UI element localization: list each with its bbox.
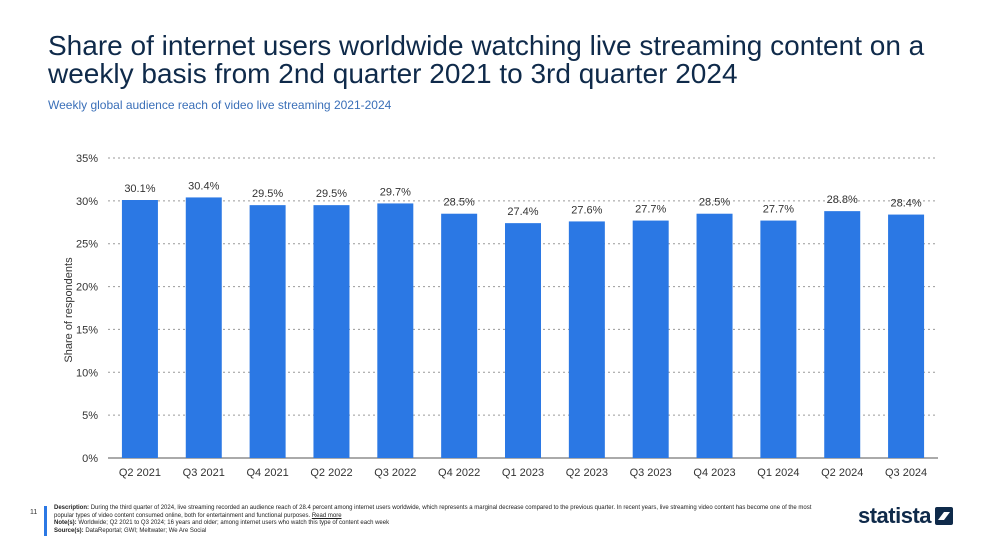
x-tick-label: Q2 2021 (119, 467, 161, 479)
y-tick-label: 0% (82, 453, 98, 465)
bar-chart: 0% 5% 10% 15% 20% 25% 30% 35% 30.1% 30.4% 29.5% 29… (63, 153, 938, 479)
bar[interactable] (313, 205, 350, 458)
bar[interactable] (441, 213, 478, 458)
value-label: 27.6% (571, 204, 602, 216)
value-label: 27.7% (763, 204, 794, 216)
y-tick-label: 25% (76, 239, 98, 251)
bar[interactable] (632, 220, 669, 458)
bar[interactable] (824, 211, 861, 458)
bar[interactable] (121, 200, 158, 458)
x-tick-label: Q4 2021 (247, 467, 289, 479)
value-label: 30.1% (124, 183, 155, 195)
y-tick-label: 10% (76, 367, 98, 379)
x-axis-tick-labels: Q2 2021 Q3 2021 Q4 2021 Q2 2022 Q3 2022 Q4 20… (119, 467, 927, 479)
value-label: 30.4% (188, 180, 219, 192)
value-label: 28.5% (699, 197, 730, 209)
value-label: 29.5% (316, 188, 347, 200)
notes-text: Worldwide; Q2 2021 to Q3 2024; 16 years … (78, 520, 390, 526)
x-tick-label: Q2 2022 (310, 467, 352, 479)
logo-text: statista (858, 503, 932, 528)
bar[interactable] (249, 205, 286, 458)
y-axis-label: Share of respondents (63, 257, 75, 363)
value-label: 28.4% (890, 198, 921, 210)
footer-accent-bar (44, 506, 47, 536)
description-text: During the third quarter of 2024, live s… (54, 505, 812, 519)
x-tick-label: Q3 2021 (183, 467, 225, 479)
sources-label: Source(s): (54, 527, 84, 534)
read-more-link[interactable]: Read more (311, 512, 342, 519)
y-tick-label: 30% (76, 196, 98, 208)
value-label: 29.5% (252, 188, 283, 200)
description-line: Description: During the third quarter of… (54, 505, 824, 520)
x-tick-label: Q4 2022 (438, 467, 480, 479)
x-tick-label: Q2 2024 (821, 467, 863, 479)
x-tick-label: Q2 2023 (566, 467, 608, 479)
notes-label: Note(s): (54, 520, 77, 526)
x-tick-label: Q3 2024 (885, 467, 927, 479)
footer-notes: Description: During the third quarter of… (54, 505, 824, 535)
sources-line: Source(s): DataReportal; GWI; Meltwater;… (54, 528, 824, 536)
page-title: Share of internet users worldwide watchi… (48, 30, 925, 89)
footer: 11 Description: During the third quarter… (0, 503, 1000, 549)
y-tick-label: 20% (76, 282, 98, 294)
page-subtitle: Weekly global audience reach of video li… (48, 98, 392, 112)
value-label: 27.4% (507, 206, 538, 218)
x-tick-label: Q1 2023 (502, 467, 544, 479)
y-tick-label: 5% (82, 410, 98, 422)
bar[interactable] (696, 213, 733, 458)
x-tick-label: Q1 2024 (757, 467, 799, 479)
y-tick-label: 15% (76, 324, 98, 336)
x-tick-label: Q4 2023 (693, 467, 735, 479)
x-tick-label: Q3 2023 (630, 467, 672, 479)
y-axis-tick-labels: 0% 5% 10% 15% 20% 25% 30% 35% (76, 153, 98, 465)
value-label: 28.5% (444, 197, 475, 209)
sources-text: DataReportal; GWI; Meltwater; We Are Soc… (85, 527, 207, 534)
x-tick-label: Q3 2022 (374, 467, 416, 479)
value-label: 28.8% (827, 194, 858, 206)
bars (121, 197, 925, 458)
bar[interactable] (377, 203, 414, 458)
y-tick-label: 35% (76, 153, 98, 165)
bar[interactable] (888, 214, 925, 458)
statista-logo-icon (935, 507, 954, 525)
value-label: 27.7% (635, 204, 666, 216)
bar[interactable] (568, 221, 605, 458)
description-label: Description: (54, 505, 90, 511)
notes-line: Note(s): Worldwide; Q2 2021 to Q3 2024; … (54, 520, 824, 528)
statista-logo: statista (858, 503, 954, 529)
bar[interactable] (505, 223, 541, 458)
bar[interactable] (760, 220, 797, 458)
bar[interactable] (185, 197, 222, 458)
page-number: 11 (30, 509, 38, 516)
value-label: 29.7% (380, 186, 411, 198)
value-labels: 30.1% 30.4% 29.5% 29.5% 29.7% 28.5% 27.4% 27.6%… (124, 180, 922, 218)
